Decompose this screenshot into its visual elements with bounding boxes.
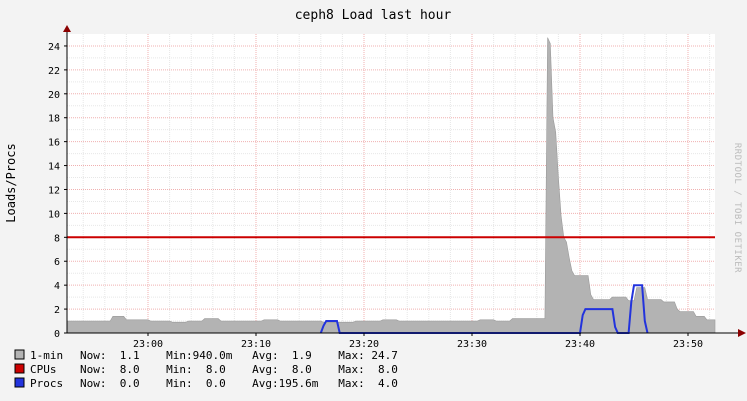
x-axis-arrow (738, 329, 746, 337)
legend-swatch (14, 363, 25, 374)
legend: 1-min Now: 1.1 Min:940.0m Avg: 1.9 Max: 2… (14, 349, 398, 390)
axes (63, 25, 746, 337)
legend-series-name: 1-min (30, 349, 63, 362)
y-tick-label: 22 (48, 66, 60, 77)
x-tick-label: 23:40 (565, 339, 595, 350)
y-axis-arrow (63, 25, 71, 32)
legend-series-name: CPUs (30, 363, 57, 376)
y-tick-label: 16 (48, 138, 60, 149)
x-tick-label: 23:00 (133, 339, 163, 350)
y-tick-label: 2 (54, 305, 60, 316)
chart-title: ceph8 Load last hour (295, 8, 452, 23)
y-tick-label: 18 (48, 114, 60, 125)
x-tick-label: 23:20 (349, 339, 379, 350)
legend-stats: Now: 0.0 Min: 0.0 Avg:195.6m Max: 4.0 (80, 377, 398, 390)
y-tick-label: 0 (54, 329, 60, 340)
series-line-procs (319, 284, 649, 334)
legend-stats: Now: 1.1 Min:940.0m Avg: 1.9 Max: 24.7 (80, 349, 398, 362)
watermark-text: RRDTOOL / TOBI OETIKER (732, 143, 742, 273)
legend-swatch (14, 349, 25, 360)
x-tick-label: 23:50 (673, 339, 703, 350)
plot-area (67, 34, 715, 333)
series-area-load (66, 37, 716, 334)
y-tick-label: 20 (48, 90, 60, 101)
legend-stats: Now: 8.0 Min: 8.0 Avg: 8.0 Max: 8.0 (80, 363, 398, 376)
x-tick-label: 23:10 (241, 339, 271, 350)
minor-grid (67, 34, 715, 333)
data-marks (66, 37, 716, 334)
y-tick-label: 8 (54, 233, 60, 244)
legend-swatch (14, 377, 25, 388)
x-tick-label: 23:30 (457, 339, 487, 350)
y-tick-label: 4 (54, 281, 60, 292)
y-tick-label: 12 (48, 185, 60, 196)
y-tick-label: 6 (54, 257, 60, 268)
y-tick-label: 14 (48, 162, 60, 173)
y-axis-label: Loads/Procs (4, 143, 18, 222)
legend-series-name: Procs (30, 377, 63, 390)
y-tick-label: 24 (48, 42, 60, 53)
y-tick-label: 10 (48, 209, 60, 220)
